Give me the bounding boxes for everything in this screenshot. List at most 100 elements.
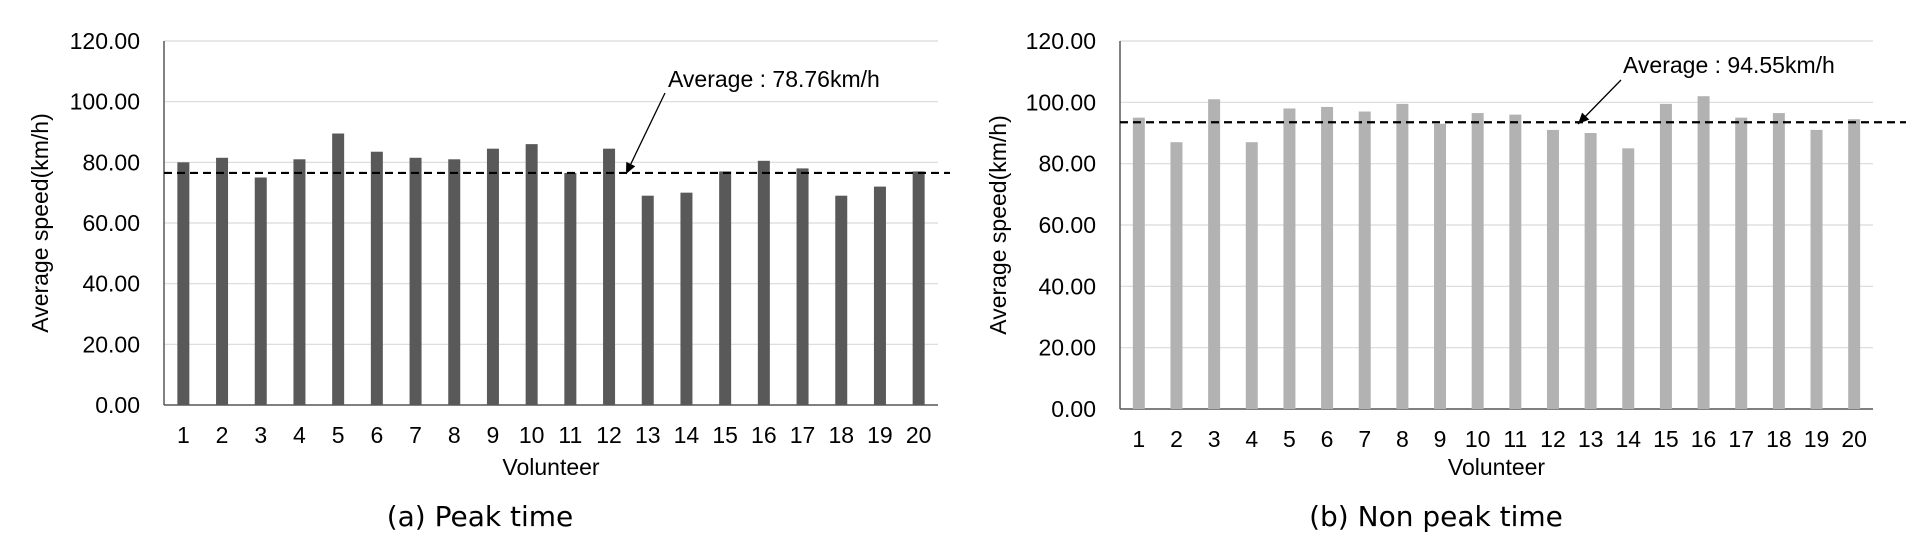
bar bbox=[1546, 129, 1559, 409]
y-tick-label: 80.00 bbox=[82, 149, 140, 175]
x-tick-label: 13 bbox=[635, 422, 661, 448]
bar bbox=[1772, 113, 1785, 410]
y-tick-label: 100.00 bbox=[70, 89, 140, 115]
y-tick-label: 0.00 bbox=[95, 392, 140, 418]
x-tick-label: 6 bbox=[1321, 426, 1334, 452]
bar bbox=[564, 172, 577, 405]
x-axis-title: Volunteer bbox=[1448, 454, 1546, 480]
average-annotation: Average : 78.76km/h bbox=[668, 66, 880, 92]
x-tick-label: 14 bbox=[1615, 426, 1641, 452]
y-tick-label: 20.00 bbox=[82, 331, 140, 357]
x-axis-title: Volunteer bbox=[502, 454, 600, 480]
bar bbox=[1170, 142, 1183, 409]
y-axis-title: Average speed(km/h) bbox=[27, 113, 53, 332]
x-tick-label: 2 bbox=[216, 422, 229, 448]
bar bbox=[409, 157, 422, 405]
x-tick-label: 17 bbox=[1728, 426, 1754, 452]
bar bbox=[1848, 119, 1861, 409]
y-tick-label: 60.00 bbox=[1038, 212, 1096, 238]
x-tick-label: 18 bbox=[1766, 426, 1792, 452]
bar bbox=[1697, 96, 1710, 409]
bar bbox=[719, 171, 732, 405]
x-tick-label: 1 bbox=[177, 422, 190, 448]
bar bbox=[293, 159, 306, 405]
bar bbox=[912, 171, 925, 405]
bar bbox=[1396, 103, 1409, 409]
x-tick-label: 2 bbox=[1170, 426, 1183, 452]
bar bbox=[796, 168, 809, 405]
x-tick-label: 5 bbox=[332, 422, 345, 448]
bar bbox=[873, 186, 886, 405]
bar bbox=[1810, 129, 1823, 409]
bar bbox=[1584, 133, 1597, 409]
bar bbox=[1208, 99, 1221, 410]
y-tick-label: 120.00 bbox=[70, 28, 140, 54]
x-tick-label: 16 bbox=[751, 422, 777, 448]
bar bbox=[1321, 106, 1334, 409]
y-tick-label: 60.00 bbox=[82, 210, 140, 236]
x-tick-label: 3 bbox=[1208, 426, 1221, 452]
x-tick-label: 7 bbox=[409, 422, 422, 448]
y-tick-label: 0.00 bbox=[1051, 396, 1096, 422]
x-tick-label: 4 bbox=[1245, 426, 1258, 452]
bar bbox=[177, 162, 190, 405]
bar bbox=[448, 159, 461, 405]
y-tick-label: 80.00 bbox=[1038, 151, 1096, 177]
bar bbox=[1471, 113, 1484, 410]
chart-panel-peak: 0.00 20.00 40.00 60.00 80.00 100.00 120.00 1 2 3 4… bbox=[27, 28, 950, 533]
annotation-arrowhead bbox=[1578, 112, 1590, 124]
chart-panel-non-peak: 0.00 20.00 40.00 60.00 80.00 100.00 120.00 1 2 3 4… bbox=[961, 0, 1922, 541]
y-axis-title: Average speed(km/h) bbox=[985, 115, 1011, 334]
x-tick-label: 15 bbox=[1653, 426, 1679, 452]
x-tick-label: 11 bbox=[1503, 426, 1527, 452]
bar bbox=[332, 133, 345, 405]
bar bbox=[1132, 117, 1145, 410]
y-tick-label: 40.00 bbox=[1038, 273, 1096, 299]
bar bbox=[1358, 111, 1371, 410]
bar bbox=[525, 144, 538, 405]
x-tick-label: 9 bbox=[487, 422, 500, 448]
average-annotation: Average : 94.55km/h bbox=[1623, 52, 1835, 78]
bar bbox=[680, 192, 693, 405]
x-tick-label: 3 bbox=[254, 422, 267, 448]
x-tick-label: 13 bbox=[1578, 426, 1604, 452]
x-tick-label: 19 bbox=[867, 422, 893, 448]
bar bbox=[216, 157, 229, 405]
x-tick-label: 15 bbox=[712, 422, 738, 448]
x-tick-label: 14 bbox=[674, 422, 700, 448]
x-tick-label: 18 bbox=[828, 422, 854, 448]
annotation-arrow bbox=[625, 92, 666, 175]
y-tick-label: 40.00 bbox=[82, 271, 140, 297]
bar bbox=[835, 195, 848, 405]
x-tick-label: 8 bbox=[448, 422, 461, 448]
bar bbox=[1735, 117, 1748, 410]
bar bbox=[370, 151, 383, 405]
x-tick-label: 8 bbox=[1396, 426, 1409, 452]
x-tick-label: 6 bbox=[370, 422, 383, 448]
annotation-arrowhead bbox=[626, 161, 636, 174]
x-tick-label: 9 bbox=[1434, 426, 1447, 452]
x-tick-label: 20 bbox=[906, 422, 932, 448]
bar bbox=[486, 148, 499, 405]
x-tick-label: 5 bbox=[1283, 426, 1296, 452]
bar bbox=[1245, 142, 1258, 409]
bar bbox=[603, 148, 616, 405]
chart-caption: (a) Peak time bbox=[387, 500, 574, 533]
bar bbox=[641, 195, 654, 405]
bar bbox=[254, 177, 267, 405]
y-tick-label: 100.00 bbox=[1026, 89, 1096, 115]
x-tick-label: 20 bbox=[1841, 426, 1867, 452]
x-tick-label: 12 bbox=[596, 422, 622, 448]
y-tick-label: 120.00 bbox=[1026, 28, 1096, 54]
y-tick-label: 20.00 bbox=[1038, 335, 1096, 361]
bar bbox=[1659, 103, 1672, 409]
x-tick-label: 10 bbox=[519, 422, 545, 448]
bar bbox=[1509, 114, 1522, 409]
x-tick-label: 19 bbox=[1804, 426, 1830, 452]
x-tick-label: 4 bbox=[293, 422, 306, 448]
bar bbox=[1622, 148, 1635, 410]
bar bbox=[1434, 123, 1447, 410]
x-tick-label: 10 bbox=[1465, 426, 1491, 452]
